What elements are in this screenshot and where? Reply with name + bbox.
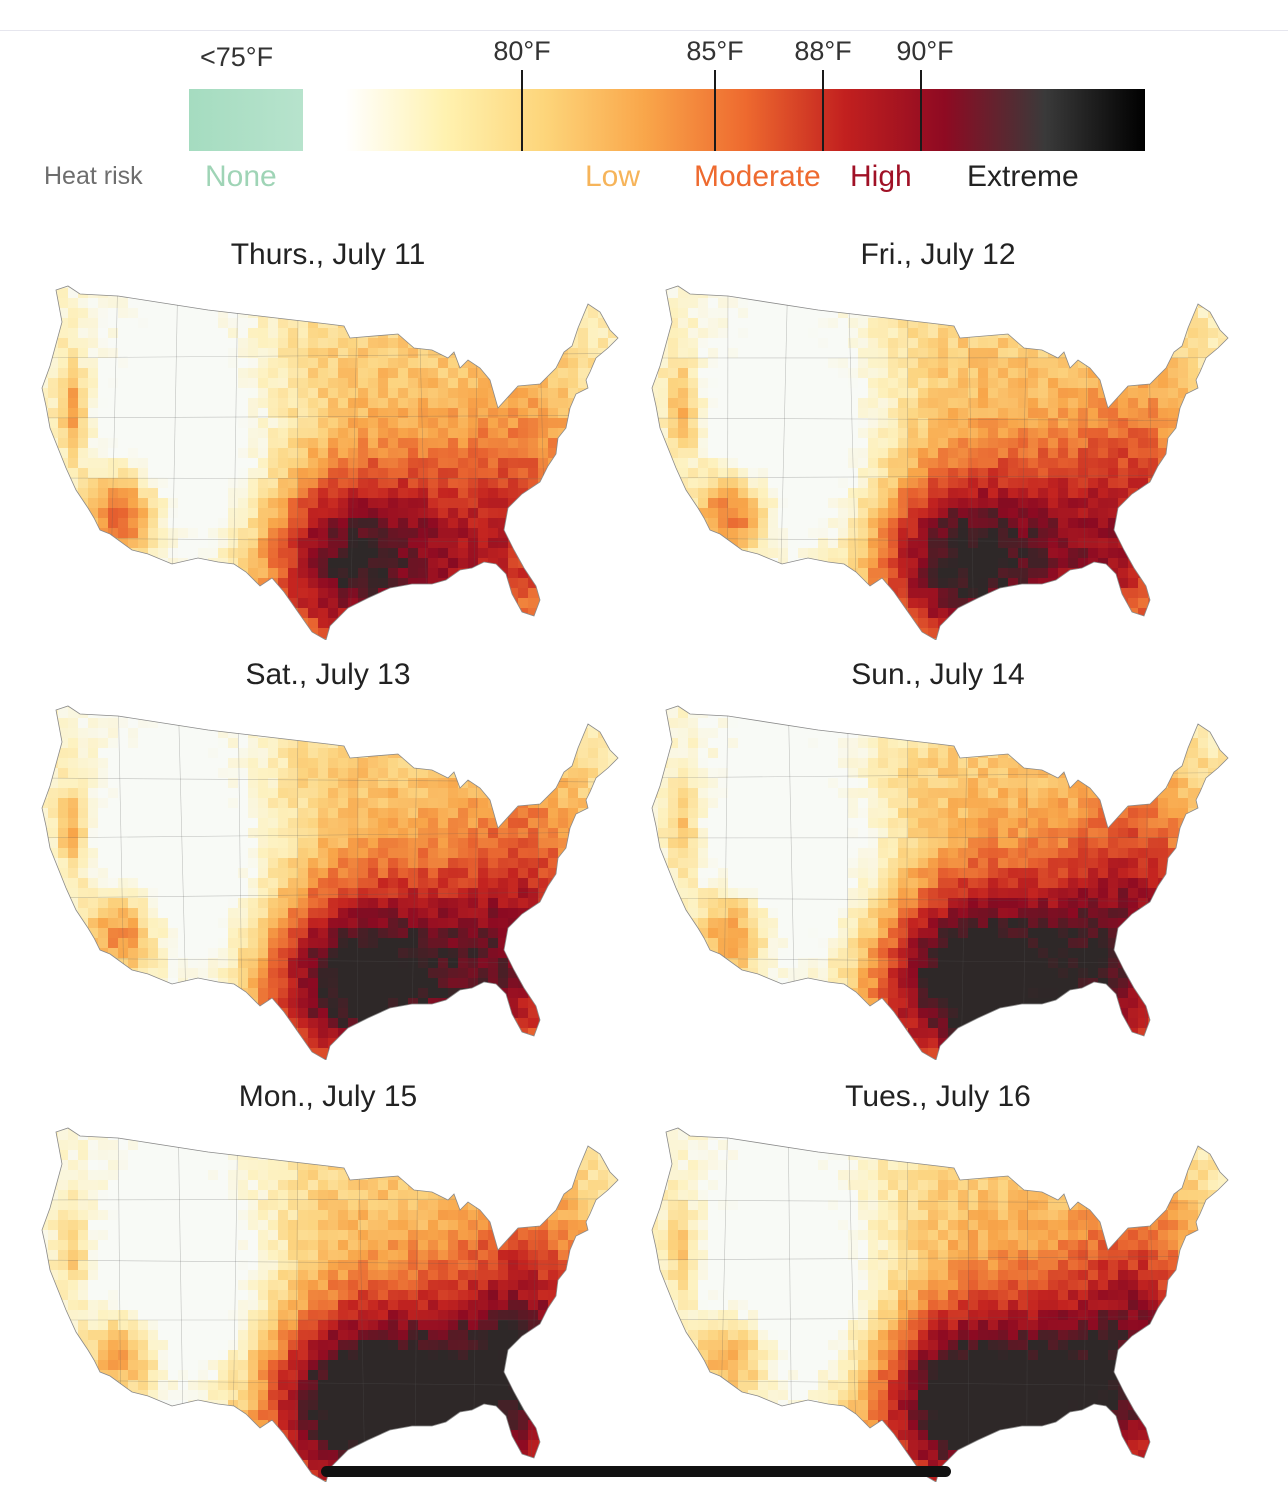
us-heat-map: [651, 285, 1229, 640]
legend-category-low: Low: [585, 160, 641, 193]
us-outline: [41, 1127, 619, 1482]
map-title: Thurs., July 11: [230, 238, 426, 271]
map-panel-july-11: Thurs., July 11: [28, 238, 628, 658]
legend-below-75-label: <75°F: [200, 42, 274, 72]
legend-category-high: High: [850, 160, 912, 193]
state-boundaries: [42, 1128, 618, 1482]
us-heat-map: [41, 705, 619, 1060]
top-divider: [0, 30, 1288, 31]
map-title: Fri., July 12: [860, 238, 1016, 271]
legend-category-extreme: Extreme: [967, 160, 1079, 193]
legend-title: Heat risk: [44, 162, 143, 190]
map-title: Sun., July 14: [851, 658, 1025, 691]
heat-raster: [652, 706, 1228, 1060]
legend-color-ramp: [345, 89, 1145, 151]
map-title: Mon., July 15: [238, 1080, 418, 1113]
legend-category-moderate: Moderate: [694, 160, 821, 193]
legend-none-swatch: [189, 89, 303, 151]
legend-tick-85: [714, 70, 716, 151]
home-indicator[interactable]: [321, 1466, 951, 1477]
legend-category-none: None: [205, 160, 277, 193]
legend-tick-label-90: 90°F: [896, 36, 954, 66]
us-heat-map: [41, 285, 619, 640]
map-panel-july-13: Sat., July 13: [28, 658, 628, 1078]
map-panel-july-15: Mon., July 15: [28, 1080, 628, 1492]
map-panel-july-12: Fri., July 12: [638, 238, 1238, 658]
legend-tick-90: [920, 70, 922, 151]
legend-tick-label-88: 88°F: [794, 36, 852, 66]
heat-raster: [652, 1128, 1228, 1482]
us-outline: [651, 1127, 1229, 1482]
us-heat-map: [41, 1127, 619, 1482]
us-heat-map: [651, 1127, 1229, 1482]
us-heat-map: [651, 705, 1229, 1060]
us-outline: [41, 285, 619, 640]
heat-raster: [42, 1128, 618, 1482]
us-outline: [41, 705, 619, 1060]
legend-tick-label-85: 85°F: [686, 36, 744, 66]
legend-tick-88: [822, 70, 824, 151]
us-outline: [651, 285, 1229, 640]
map-panel-july-14: Sun., July 14: [638, 658, 1238, 1078]
legend-tick-80: [521, 70, 523, 151]
map-title: Tues., July 16: [845, 1080, 1031, 1113]
heat-raster: [42, 706, 618, 1060]
heat-raster: [652, 286, 1228, 640]
map-title: Sat., July 13: [245, 658, 411, 691]
heat-risk-legend: <75°F 80°F 85°F 88°F 90°F Heat risk None…: [0, 0, 1288, 210]
heat-raster: [42, 286, 618, 640]
us-outline: [651, 705, 1229, 1060]
map-panel-july-16: Tues., July 16: [638, 1080, 1238, 1492]
legend-tick-label-80: 80°F: [493, 36, 551, 66]
